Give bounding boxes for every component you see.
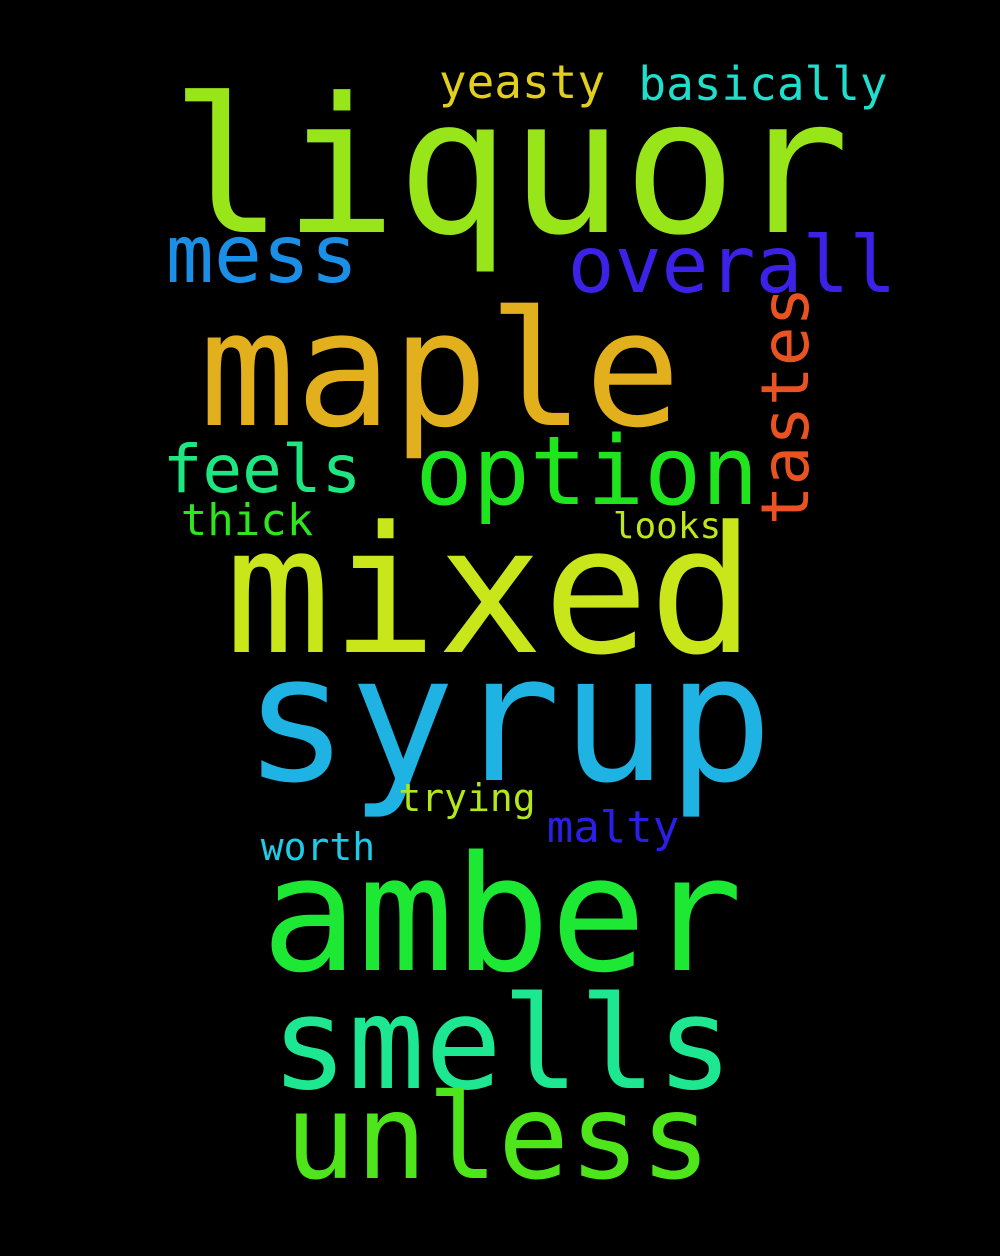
word-overall: overall: [568, 221, 897, 311]
word-looks: looks: [613, 506, 721, 547]
word-liquor: liquor: [170, 58, 849, 277]
word-tastes: tastes: [747, 287, 824, 525]
word-thick: thick: [181, 495, 313, 546]
word-basically: basically: [638, 57, 887, 111]
word-malty: malty: [547, 802, 679, 853]
word-smells: smells: [271, 970, 733, 1119]
word-mess: mess: [166, 208, 359, 301]
word-feels: feels: [163, 431, 362, 508]
word-unless: unless: [285, 1068, 711, 1206]
word-syrup: syrup: [243, 617, 773, 822]
word-amber: amber: [261, 821, 743, 1008]
word-option: option: [415, 417, 758, 527]
word-worth: worth: [261, 825, 375, 869]
word-trying: trying: [398, 776, 535, 820]
word-maple: maple: [199, 276, 681, 463]
word-yeasty: yeasty: [439, 55, 605, 109]
word-mixed: mixed: [225, 489, 755, 694]
